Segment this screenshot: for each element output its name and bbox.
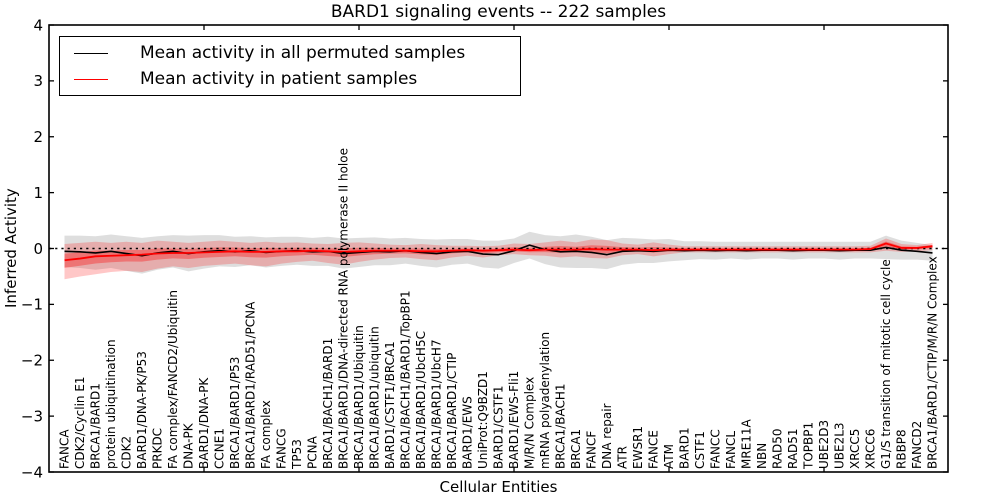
legend-entry-patient: Mean activity in patient samples bbox=[60, 69, 520, 89]
x-category-label: BARD1/CSTF1/BRCA1 bbox=[383, 341, 397, 469]
x-category-label: BRCA1/BARD1/DNA-directed RNA polymerase … bbox=[337, 148, 351, 469]
x-category-label: TOPBP1 bbox=[802, 422, 816, 470]
x-category-label: M/R/N Complex bbox=[523, 377, 537, 469]
legend-label-patient: Mean activity in patient samples bbox=[140, 69, 418, 89]
x-category-label: FANCF bbox=[585, 431, 599, 469]
x-category-label: DNA repair bbox=[600, 403, 614, 469]
x-category-label: PCNA bbox=[306, 435, 320, 469]
x-category-label: BARD1/EWS bbox=[461, 396, 475, 469]
patient-core-band bbox=[64, 241, 933, 268]
x-category-label: BARD1 bbox=[678, 427, 692, 469]
x-category-label: FANCA bbox=[58, 429, 72, 469]
x-category-label: CCNE1 bbox=[213, 428, 227, 469]
y-tick-label: −4 bbox=[21, 463, 43, 481]
x-category-label: G1/S transition of mitotic cell cycle bbox=[879, 259, 893, 469]
x-category-label: BRCA1/BACH1/BARD1/TopBP1 bbox=[399, 290, 413, 469]
x-category-label: BRCA1/BARD1/UbcH7 bbox=[430, 339, 444, 469]
x-axis-title: Cellular Entities bbox=[439, 478, 558, 496]
y-tick-label: −3 bbox=[21, 407, 43, 425]
y-tick-label: 4 bbox=[33, 16, 43, 34]
permuted-band bbox=[64, 231, 933, 274]
x-category-label: BARD1/DNA-PK bbox=[197, 377, 211, 469]
x-category-label: FANCG bbox=[275, 428, 289, 469]
y-tick-label: 2 bbox=[33, 128, 43, 146]
x-category-label: FANCC bbox=[709, 429, 723, 469]
x-category-label: BARD1/EWS-Fli1 bbox=[507, 371, 521, 469]
x-category-label: UBE2D3 bbox=[817, 420, 831, 469]
x-category-label: CDK2/Cyclin E1 bbox=[73, 376, 87, 469]
legend-line-permuted-icon bbox=[74, 52, 108, 54]
y-tick-label: −2 bbox=[21, 352, 43, 370]
x-category-label: BRCA1/BARD1/RAD51/PCNA bbox=[244, 301, 258, 469]
y-axis-title: Inferred Activity bbox=[2, 188, 20, 309]
x-category-label: protein ubiquitination bbox=[104, 339, 118, 469]
x-category-label: BRCA1/BARD1/Ubiquitin bbox=[352, 325, 366, 469]
x-category-label: DNA-PK bbox=[182, 422, 196, 469]
x-category-label: BRCA1/BARD1/ubiquitin bbox=[368, 326, 382, 469]
x-category-label: RAD51 bbox=[786, 428, 800, 469]
x-category-label: UniProt:Q9BZD1 bbox=[476, 371, 490, 469]
x-category-label: RAD50 bbox=[771, 428, 785, 469]
x-category-label: PRKDC bbox=[151, 428, 165, 469]
x-category-label: XRCC5 bbox=[848, 429, 862, 469]
x-category-label: BRCA1/BARD1/UbcH5C bbox=[414, 331, 428, 469]
y-tick-label: 3 bbox=[33, 72, 43, 90]
x-category-label: ATR bbox=[616, 446, 630, 469]
patient-band bbox=[64, 238, 933, 280]
patient-mean-line bbox=[64, 242, 933, 262]
x-category-label: FA complex bbox=[259, 400, 273, 469]
x-category-label: BRCA1/BARD1/P53 bbox=[228, 357, 242, 469]
x-category-label: mRNA polyadenylation bbox=[538, 332, 552, 469]
x-category-label: TP53 bbox=[290, 439, 304, 470]
chart-title: BARD1 signaling events -- 222 samples bbox=[330, 2, 667, 22]
x-category-label: BRCA1/BARD1/CTIP bbox=[445, 353, 459, 469]
x-category-label: MRE11A bbox=[740, 418, 754, 469]
x-category-label: ATM bbox=[662, 444, 676, 469]
legend-entry-permuted: Mean activity in all permuted samples bbox=[60, 43, 520, 63]
legend-line-patient-icon bbox=[74, 78, 108, 80]
x-category-label: FANCL bbox=[724, 431, 738, 469]
x-category-label: BRCA1/BACH1 bbox=[554, 383, 568, 469]
x-category-label: BRCA1 bbox=[569, 429, 583, 469]
legend-label-permuted: Mean activity in all permuted samples bbox=[140, 43, 466, 63]
x-category-label: BRCA1/BARD1 bbox=[89, 383, 103, 469]
x-category-label: FANCD2 bbox=[910, 421, 924, 469]
x-category-label: FANCE bbox=[647, 430, 661, 469]
x-category-label: NBN bbox=[755, 443, 769, 469]
x-category-label: BARD1/CSTF1 bbox=[492, 385, 506, 469]
y-tick-label: −1 bbox=[21, 296, 43, 314]
x-category-label: BARD1/DNA-PK/P53 bbox=[135, 351, 149, 469]
x-category-label: EWSR1 bbox=[631, 426, 645, 469]
x-category-label: BRCA1/BACH1/BARD1 bbox=[321, 338, 335, 469]
legend: Mean activity in all permuted samples Me… bbox=[59, 36, 521, 96]
x-category-label: XRCC6 bbox=[864, 429, 878, 469]
y-tick-label: 1 bbox=[33, 184, 43, 202]
x-category-label: RBBP8 bbox=[895, 429, 909, 469]
x-category-label: FA complex/FANCD2/Ubiquitin bbox=[166, 290, 180, 469]
x-category-label: CSTF1 bbox=[693, 431, 707, 469]
x-category-label: CDK2 bbox=[120, 436, 134, 469]
x-category-label: UBE2L3 bbox=[833, 422, 847, 469]
x-category-label: BRCA1/BARD1/CTIP/M/R/N Complex bbox=[926, 256, 940, 469]
y-tick-label: 0 bbox=[33, 240, 43, 258]
